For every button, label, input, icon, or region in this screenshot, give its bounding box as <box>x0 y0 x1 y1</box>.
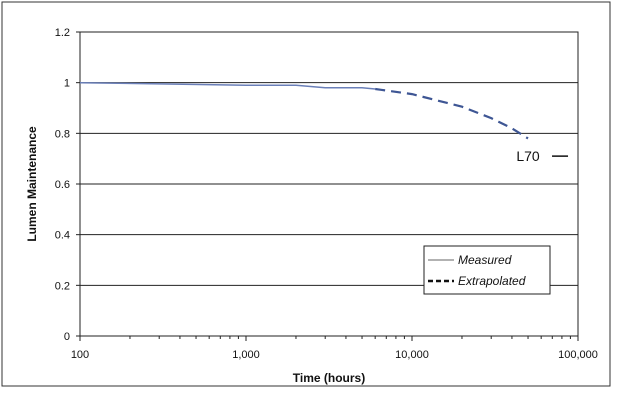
y-axis-title: Lumen Maintenance <box>25 126 39 242</box>
figure-border <box>1 1 611 387</box>
legend: Measured Extrapolated <box>423 245 551 295</box>
series-line-measured <box>79 81 376 90</box>
series-line-extrapolated <box>375 87 529 140</box>
legend-box <box>423 245 551 295</box>
y-tick-label: 0.2 <box>55 280 70 292</box>
x-axis-title: Time (hours) <box>293 371 365 385</box>
annotation-label: L70 <box>516 148 540 164</box>
x-tick-label: 100,000 <box>558 349 598 361</box>
y-tick-label: 1.2 <box>55 27 70 39</box>
x-tick-label: 1,000 <box>232 349 260 361</box>
y-tick-label: 0.8 <box>55 128 70 140</box>
y-tick-label: 0.4 <box>55 230 70 242</box>
legend-label-measured: Measured <box>458 253 512 267</box>
y-tick-label: 0.6 <box>55 179 70 191</box>
x-tick-label: 10,000 <box>395 349 429 361</box>
legend-label-extrapolated: Extrapolated <box>458 274 526 288</box>
y-tick-label: 1 <box>64 78 70 90</box>
x-tick-label: 100 <box>71 349 89 361</box>
y-tick-label: 0 <box>64 331 70 343</box>
